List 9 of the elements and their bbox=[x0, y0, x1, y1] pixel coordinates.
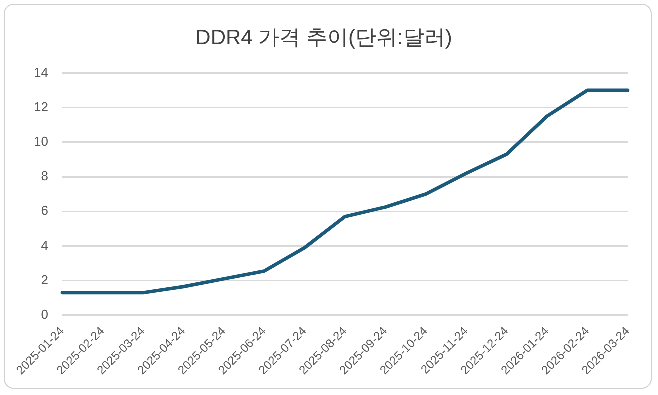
chart-title: DDR4 가격 추이(단위:달러) bbox=[196, 26, 452, 50]
y-tick-label: 2 bbox=[41, 272, 48, 288]
y-tick-label: 6 bbox=[41, 203, 48, 218]
y-tick-label: 10 bbox=[34, 134, 48, 149]
y-tick-label: 4 bbox=[41, 238, 48, 253]
y-tick-label: 8 bbox=[41, 168, 48, 184]
y-tick-label: 14 bbox=[34, 64, 48, 80]
y-tick-label: 12 bbox=[34, 99, 48, 114]
y-tick-label: 0 bbox=[41, 306, 48, 322]
